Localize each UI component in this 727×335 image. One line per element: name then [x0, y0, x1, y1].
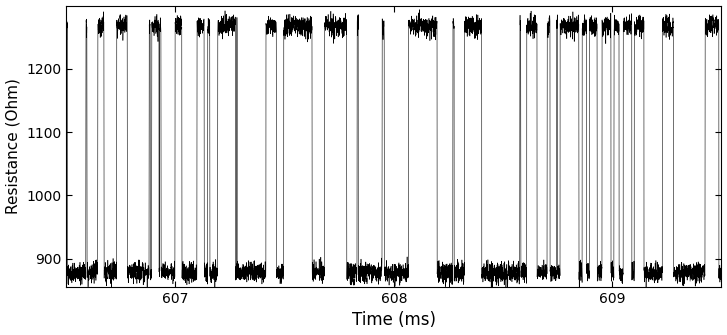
Y-axis label: Resistance (Ohm): Resistance (Ohm) — [6, 78, 20, 214]
X-axis label: Time (ms): Time (ms) — [352, 312, 435, 329]
